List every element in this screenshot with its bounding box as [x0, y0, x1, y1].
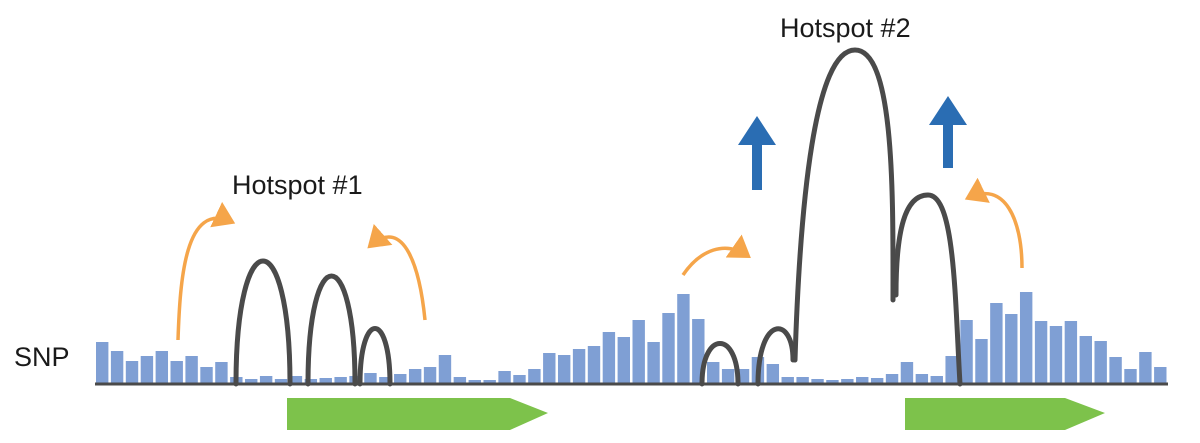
- snp-bar: [796, 377, 809, 383]
- snp-bar: [289, 376, 303, 383]
- snp-bar: [245, 379, 258, 383]
- snp-bar: [1124, 369, 1137, 383]
- snp-bar: [870, 378, 884, 383]
- snp-bar: [1094, 341, 1107, 383]
- snp-bar: [438, 355, 452, 383]
- snp-bar: [632, 320, 645, 383]
- hotspot-label: Hotspot #2: [780, 13, 911, 43]
- snp-bar: [364, 373, 377, 383]
- snp-bar: [155, 351, 169, 383]
- snp-bar: [513, 375, 526, 383]
- loop: [233, 258, 293, 387]
- snp-bar: [930, 376, 943, 383]
- snp-bar: [945, 356, 958, 383]
- snp-bar: [1005, 314, 1018, 383]
- snp-bar: [1109, 357, 1122, 383]
- snp-bar: [766, 364, 780, 383]
- snp-bar: [498, 371, 511, 383]
- snp-bar: [841, 379, 854, 383]
- snp-bar: [557, 355, 571, 383]
- snp-bar: [110, 351, 124, 383]
- snp-bar: [856, 377, 869, 383]
- snp-bar: [200, 367, 213, 383]
- curved-arrow: [681, 234, 751, 276]
- gene-arrow: [905, 398, 1105, 430]
- snp-bar: [1049, 326, 1063, 383]
- curved-arrow: [176, 201, 236, 341]
- snp-bar: [617, 337, 630, 383]
- snp-bar: [334, 377, 347, 383]
- snp-bar: [274, 379, 288, 383]
- snp-bar: [572, 349, 586, 383]
- loop: [792, 47, 896, 363]
- gene-arrow: [287, 398, 548, 430]
- snp-bar: [885, 374, 899, 383]
- snp-bar: [170, 361, 183, 383]
- snp-bar: [259, 376, 273, 383]
- track-label: SNP: [14, 342, 70, 372]
- snp-bar: [379, 377, 392, 383]
- snp-bar: [408, 369, 422, 383]
- snp-bar: [587, 346, 601, 383]
- snp-bar: [975, 339, 988, 383]
- snp-bar: [528, 369, 541, 383]
- snp-bar: [423, 367, 437, 383]
- curved-arrow: [964, 177, 1024, 269]
- snp-bar: [468, 380, 481, 383]
- snp-bar: [826, 380, 839, 383]
- snp-bar: [215, 362, 228, 383]
- snp-bar: [304, 379, 318, 383]
- loop: [893, 192, 963, 387]
- snp-bar: [1139, 352, 1152, 383]
- snp-bar: [811, 379, 824, 383]
- snp-bar: [647, 342, 660, 383]
- loop: [755, 326, 796, 387]
- snp-bar: [125, 361, 139, 383]
- snp-bar: [900, 362, 914, 383]
- up-arrow: [929, 96, 967, 168]
- snp-bar: [662, 313, 675, 383]
- snp-bar: [1154, 367, 1167, 383]
- curved-arrow: [367, 223, 427, 321]
- hotspot-label: Hotspot #1: [232, 170, 363, 200]
- snp-bar: [185, 356, 198, 383]
- snp-bar: [781, 377, 794, 383]
- snp-bar: [140, 356, 154, 383]
- loop: [357, 326, 393, 387]
- loop: [699, 341, 741, 387]
- snp-bar: [1034, 321, 1048, 383]
- snp-bar: [990, 303, 1003, 383]
- snp-bar: [319, 378, 332, 383]
- snp-bar: [453, 377, 467, 383]
- snp-bar: [721, 369, 735, 383]
- up-arrow: [738, 116, 776, 190]
- snp-bar: [602, 332, 616, 383]
- snp-bar: [1019, 292, 1033, 383]
- snp-bar: [677, 294, 690, 383]
- snp-bar: [96, 342, 109, 383]
- snp-bar: [1079, 336, 1092, 383]
- snp-bars: [96, 292, 1167, 383]
- snp-bar: [960, 320, 973, 383]
- snp-bar: [543, 353, 556, 383]
- snp-bar: [483, 380, 496, 383]
- loop: [305, 273, 358, 387]
- snp-bar: [1064, 321, 1078, 383]
- snp-bar: [394, 374, 407, 383]
- snp-bar: [707, 362, 720, 383]
- snp-bar: [915, 374, 929, 383]
